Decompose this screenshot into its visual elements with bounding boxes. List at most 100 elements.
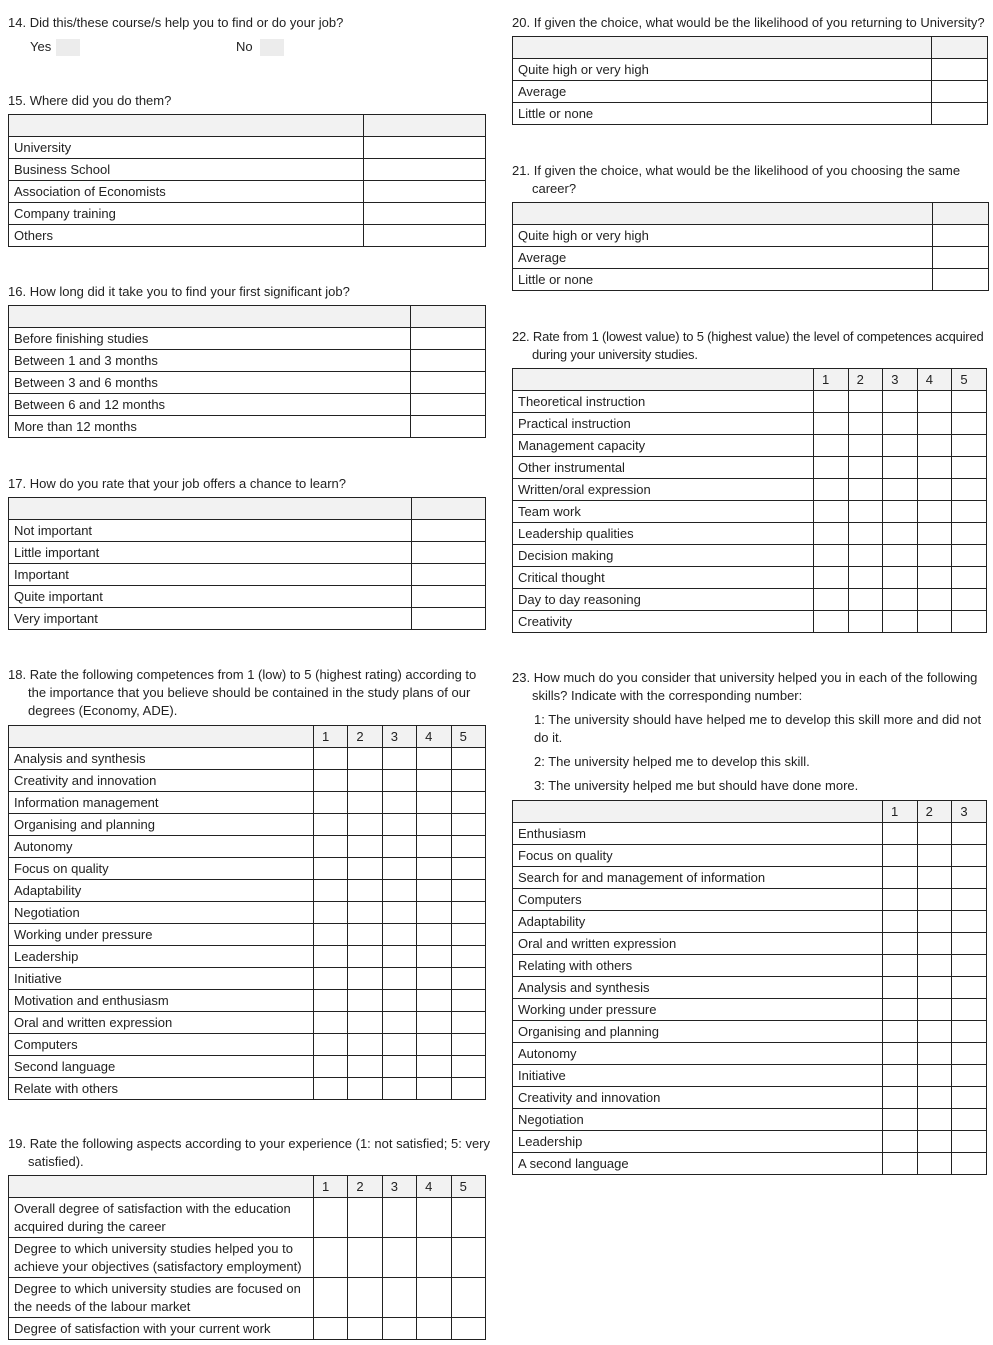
answer-cell[interactable] <box>847 566 884 589</box>
answer-cell[interactable] <box>916 998 953 1021</box>
answer-cell[interactable] <box>312 879 349 902</box>
answer-cell[interactable] <box>347 769 383 792</box>
answer-cell[interactable] <box>882 566 918 589</box>
answer-cell[interactable] <box>416 945 452 968</box>
answer-cell[interactable] <box>416 879 452 902</box>
answer-cell[interactable] <box>363 136 486 159</box>
yes-checkbox[interactable] <box>56 39 80 56</box>
answer-cell[interactable] <box>312 967 349 990</box>
answer-cell[interactable] <box>882 954 918 977</box>
answer-cell[interactable] <box>916 822 953 845</box>
answer-cell[interactable] <box>416 1197 452 1238</box>
answer-cell[interactable] <box>882 390 918 413</box>
answer-cell[interactable] <box>916 522 953 545</box>
answer-cell[interactable] <box>347 813 383 836</box>
answer-cell[interactable] <box>450 945 486 968</box>
answer-cell[interactable] <box>916 566 953 589</box>
answer-cell[interactable] <box>381 1033 418 1056</box>
answer-cell[interactable] <box>410 371 486 394</box>
answer-cell[interactable] <box>312 769 349 792</box>
answer-cell[interactable] <box>416 791 452 814</box>
answer-cell[interactable] <box>951 910 987 933</box>
answer-cell[interactable] <box>381 835 418 858</box>
answer-cell[interactable] <box>882 888 918 911</box>
answer-cell[interactable] <box>347 1317 383 1340</box>
answer-cell[interactable] <box>882 866 918 889</box>
answer-cell[interactable] <box>882 610 918 633</box>
answer-cell[interactable] <box>416 835 452 858</box>
answer-cell[interactable] <box>951 566 987 589</box>
answer-cell[interactable] <box>813 500 849 523</box>
answer-cell[interactable] <box>347 879 383 902</box>
answer-cell[interactable] <box>312 1317 349 1340</box>
answer-cell[interactable] <box>882 844 918 867</box>
answer-cell[interactable] <box>347 989 383 1012</box>
answer-cell[interactable] <box>381 879 418 902</box>
answer-cell[interactable] <box>882 1042 918 1065</box>
answer-cell[interactable] <box>847 456 884 479</box>
answer-cell[interactable] <box>951 1042 987 1065</box>
answer-cell[interactable] <box>312 1055 349 1078</box>
answer-cell[interactable] <box>416 769 452 792</box>
answer-cell[interactable] <box>450 1277 486 1318</box>
answer-cell[interactable] <box>951 610 987 633</box>
answer-cell[interactable] <box>411 585 486 608</box>
answer-cell[interactable] <box>347 1197 383 1238</box>
answer-cell[interactable] <box>450 1317 486 1340</box>
answer-cell[interactable] <box>882 976 918 999</box>
answer-cell[interactable] <box>381 769 418 792</box>
answer-cell[interactable] <box>312 1011 349 1034</box>
answer-cell[interactable] <box>450 967 486 990</box>
answer-cell[interactable] <box>813 478 849 501</box>
answer-cell[interactable] <box>450 791 486 814</box>
answer-cell[interactable] <box>951 888 987 911</box>
answer-cell[interactable] <box>932 224 989 247</box>
answer-cell[interactable] <box>363 202 486 225</box>
answer-cell[interactable] <box>381 989 418 1012</box>
answer-cell[interactable] <box>450 1033 486 1056</box>
answer-cell[interactable] <box>951 866 987 889</box>
answer-cell[interactable] <box>381 1077 418 1100</box>
answer-cell[interactable] <box>411 541 486 564</box>
answer-cell[interactable] <box>882 1020 918 1043</box>
answer-cell[interactable] <box>381 813 418 836</box>
answer-cell[interactable] <box>347 1011 383 1034</box>
answer-cell[interactable] <box>882 588 918 611</box>
answer-cell[interactable] <box>882 910 918 933</box>
answer-cell[interactable] <box>916 434 953 457</box>
answer-cell[interactable] <box>847 434 884 457</box>
answer-cell[interactable] <box>347 747 383 770</box>
answer-cell[interactable] <box>410 349 486 372</box>
answer-cell[interactable] <box>450 835 486 858</box>
answer-cell[interactable] <box>882 412 918 435</box>
answer-cell[interactable] <box>416 923 452 946</box>
answer-cell[interactable] <box>450 1077 486 1100</box>
answer-cell[interactable] <box>951 588 987 611</box>
answer-cell[interactable] <box>411 563 486 586</box>
answer-cell[interactable] <box>450 1237 486 1278</box>
answer-cell[interactable] <box>347 1277 383 1318</box>
answer-cell[interactable] <box>951 998 987 1021</box>
answer-cell[interactable] <box>916 866 953 889</box>
answer-cell[interactable] <box>882 822 918 845</box>
answer-cell[interactable] <box>450 879 486 902</box>
answer-cell[interactable] <box>916 976 953 999</box>
answer-cell[interactable] <box>450 813 486 836</box>
answer-cell[interactable] <box>450 769 486 792</box>
answer-cell[interactable] <box>951 544 987 567</box>
answer-cell[interactable] <box>813 610 849 633</box>
answer-cell[interactable] <box>411 607 486 630</box>
answer-cell[interactable] <box>347 1237 383 1278</box>
answer-cell[interactable] <box>416 1237 452 1278</box>
answer-cell[interactable] <box>381 923 418 946</box>
answer-cell[interactable] <box>951 500 987 523</box>
answer-cell[interactable] <box>882 1152 918 1175</box>
answer-cell[interactable] <box>882 1108 918 1131</box>
answer-cell[interactable] <box>951 456 987 479</box>
no-checkbox[interactable] <box>260 39 284 56</box>
answer-cell[interactable] <box>312 747 349 770</box>
answer-cell[interactable] <box>450 989 486 1012</box>
answer-cell[interactable] <box>813 456 849 479</box>
answer-cell[interactable] <box>932 268 989 291</box>
answer-cell[interactable] <box>916 932 953 955</box>
